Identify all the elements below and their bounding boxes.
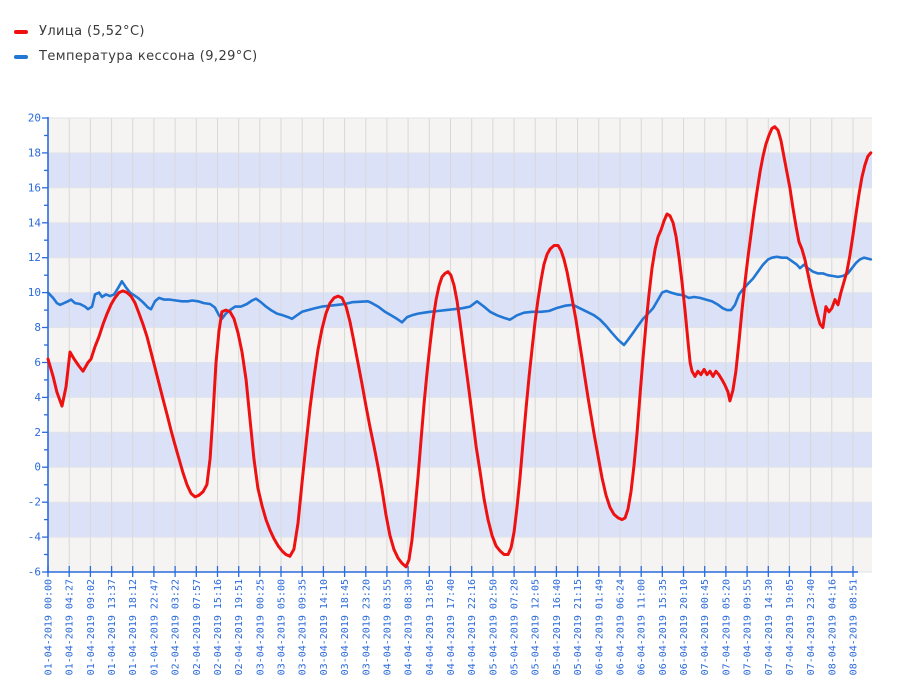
svg-text:03-04-2019 00:25: 03-04-2019 00:25 [255, 579, 266, 675]
svg-text:10: 10 [28, 286, 41, 299]
svg-text:-4: -4 [28, 531, 42, 544]
svg-text:0: 0 [34, 461, 41, 474]
svg-text:07-04-2019 14:30: 07-04-2019 14:30 [764, 579, 775, 675]
svg-text:18: 18 [28, 146, 41, 159]
svg-text:06-04-2019 11:00: 06-04-2019 11:00 [637, 579, 648, 675]
svg-text:07-04-2019 05:20: 07-04-2019 05:20 [721, 579, 732, 675]
svg-text:05-04-2019 02:50: 05-04-2019 02:50 [488, 579, 499, 675]
svg-text:01-04-2019 00:00: 01-04-2019 00:00 [44, 579, 55, 675]
svg-text:06-04-2019 15:35: 06-04-2019 15:35 [658, 579, 669, 675]
svg-text:02-04-2019 19:51: 02-04-2019 19:51 [234, 579, 245, 675]
svg-text:20: 20 [28, 112, 41, 125]
svg-text:01-04-2019 13:37: 01-04-2019 13:37 [107, 579, 118, 675]
svg-text:05-04-2019 07:28: 05-04-2019 07:28 [510, 579, 521, 675]
svg-text:4: 4 [34, 391, 41, 404]
legend-label-street: Улица (5,52°C) [39, 24, 145, 39]
svg-text:04-04-2019 17:40: 04-04-2019 17:40 [446, 579, 457, 675]
svg-text:05-04-2019 16:40: 05-04-2019 16:40 [552, 579, 563, 675]
svg-text:07-04-2019 19:05: 07-04-2019 19:05 [785, 579, 796, 675]
svg-text:04-04-2019 22:16: 04-04-2019 22:16 [467, 579, 478, 675]
svg-text:05-04-2019 12:05: 05-04-2019 12:05 [531, 579, 542, 675]
svg-text:2: 2 [34, 426, 41, 439]
svg-text:04-04-2019 08:30: 04-04-2019 08:30 [404, 579, 415, 675]
legend-swatch-caisson [14, 54, 28, 59]
svg-text:04-04-2019 13:05: 04-04-2019 13:05 [425, 579, 436, 675]
svg-text:07-04-2019 09:55: 07-04-2019 09:55 [743, 579, 754, 675]
svg-text:02-04-2019 03:22: 02-04-2019 03:22 [171, 579, 182, 675]
svg-text:03-04-2019 09:35: 03-04-2019 09:35 [298, 579, 309, 675]
svg-text:-6: -6 [28, 566, 41, 579]
svg-text:02-04-2019 15:16: 02-04-2019 15:16 [213, 579, 224, 675]
svg-text:08-04-2019 08:51: 08-04-2019 08:51 [849, 579, 860, 675]
chart-legend: Улица (5,52°C) Температура кессона (9,29… [14, 24, 258, 74]
svg-text:02-04-2019 07:57: 02-04-2019 07:57 [192, 579, 203, 675]
svg-text:01-04-2019 09:02: 01-04-2019 09:02 [86, 579, 97, 675]
svg-text:07-04-2019 00:45: 07-04-2019 00:45 [700, 579, 711, 675]
svg-text:06-04-2019 01:49: 06-04-2019 01:49 [594, 579, 605, 675]
svg-text:8: 8 [34, 321, 41, 334]
svg-text:03-04-2019 14:10: 03-04-2019 14:10 [319, 579, 330, 675]
svg-text:01-04-2019 18:12: 01-04-2019 18:12 [128, 579, 139, 675]
legend-item-caisson[interactable]: Температура кессона (9,29°C) [14, 49, 258, 64]
svg-text:06-04-2019 20:10: 06-04-2019 20:10 [679, 579, 690, 675]
svg-text:12: 12 [28, 251, 41, 264]
svg-text:08-04-2019 04:16: 08-04-2019 04:16 [827, 579, 838, 675]
svg-text:6: 6 [34, 356, 41, 369]
legend-swatch-street [14, 29, 28, 34]
svg-text:14: 14 [28, 216, 42, 229]
svg-text:06-04-2019 06:24: 06-04-2019 06:24 [616, 579, 627, 675]
svg-text:04-04-2019 03:55: 04-04-2019 03:55 [382, 579, 393, 675]
svg-text:07-04-2019 23:40: 07-04-2019 23:40 [806, 579, 817, 675]
svg-text:05-04-2019 21:15: 05-04-2019 21:15 [573, 579, 584, 675]
svg-text:03-04-2019 05:00: 03-04-2019 05:00 [277, 579, 288, 675]
legend-item-street[interactable]: Улица (5,52°C) [14, 24, 258, 39]
svg-text:01-04-2019 04:27: 01-04-2019 04:27 [65, 579, 76, 675]
legend-label-caisson: Температура кессона (9,29°C) [39, 49, 258, 64]
svg-text:03-04-2019 18:45: 03-04-2019 18:45 [340, 579, 351, 675]
svg-text:03-04-2019 23:20: 03-04-2019 23:20 [361, 579, 372, 675]
svg-text:01-04-2019 22:47: 01-04-2019 22:47 [149, 579, 160, 675]
svg-text:-2: -2 [28, 496, 41, 509]
svg-text:16: 16 [28, 181, 41, 194]
